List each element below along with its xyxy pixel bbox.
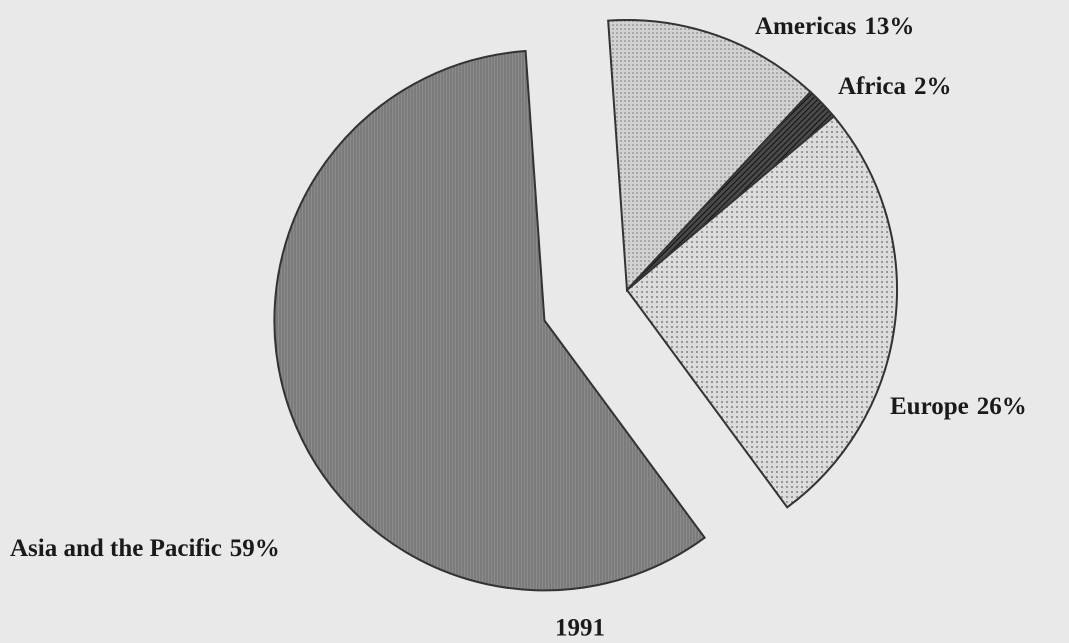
slice-category: Africa (838, 73, 907, 100)
slice-value: 26% (977, 393, 1027, 420)
slice-category: Asia and the Pacific (10, 535, 222, 562)
slice-label: Asia and the Pacific 59% (10, 535, 280, 562)
pie-slice-group (273, 49, 707, 592)
slice-label: Americas 13% (755, 13, 914, 40)
pie-slice-texture (625, 115, 898, 509)
slice-value: 2% (914, 73, 952, 100)
slice-value: 13% (864, 13, 914, 40)
pie-slice-texture (273, 49, 707, 592)
pie-slice-group (607, 19, 812, 293)
slice-label: Africa 2% (838, 73, 952, 100)
slice-category: Europe (890, 393, 969, 420)
slice-value: 59% (230, 535, 280, 562)
slice-category: Americas (755, 13, 857, 40)
slice-label: Europe 26% (890, 393, 1027, 420)
chart-title: 1991 (555, 615, 605, 642)
pie-slice-texture (607, 19, 812, 293)
pie-slice-group (625, 115, 898, 509)
